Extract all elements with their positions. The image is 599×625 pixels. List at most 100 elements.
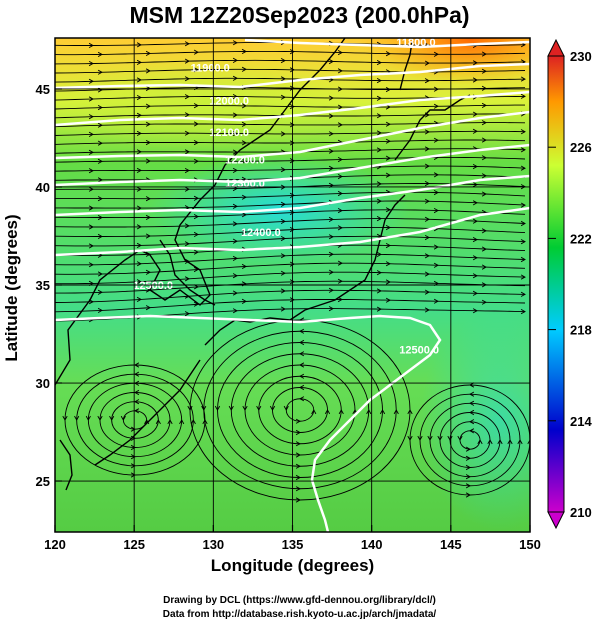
streamline bbox=[55, 253, 526, 266]
streamline-arrow bbox=[232, 167, 238, 173]
streamline-arrow bbox=[385, 261, 391, 267]
streamline-arrow bbox=[187, 405, 193, 411]
streamline-arrow bbox=[299, 373, 305, 379]
streamline-arrow bbox=[97, 196, 103, 202]
streamline-arrow bbox=[289, 192, 295, 198]
streamline-arrow bbox=[136, 167, 142, 173]
streamline-arrow bbox=[481, 299, 487, 305]
streamline-arrow bbox=[465, 474, 471, 480]
contour-label: 11800.0 bbox=[396, 37, 435, 49]
streamline-arrow bbox=[469, 400, 475, 406]
streamline-arrow bbox=[520, 165, 526, 171]
y-tick-label: 45 bbox=[36, 82, 50, 97]
streamline-arrow bbox=[145, 269, 151, 275]
streamline-arrow bbox=[289, 297, 295, 303]
streamline-arrow bbox=[289, 104, 295, 110]
streamline-arrow bbox=[299, 362, 305, 368]
streamline bbox=[55, 68, 526, 74]
streamline-arrow bbox=[469, 391, 475, 397]
colorbar-body bbox=[547, 55, 565, 513]
streamline-arrow bbox=[424, 146, 430, 152]
streamline-arrow bbox=[280, 131, 286, 137]
streamline-arrow bbox=[472, 164, 478, 170]
streamline-arrow bbox=[97, 271, 103, 277]
streamline-arrow bbox=[88, 42, 94, 48]
streamline-arrow bbox=[97, 215, 103, 221]
streamline-arrow bbox=[481, 228, 487, 234]
streamline-arrow bbox=[280, 201, 286, 207]
streamline-arrow bbox=[433, 208, 439, 214]
streamline-arrow bbox=[280, 236, 286, 242]
streamline-arrow bbox=[379, 409, 386, 415]
streamline-arrow bbox=[134, 362, 140, 368]
streamline-arrow bbox=[472, 273, 478, 279]
streamline-arrow bbox=[481, 68, 487, 74]
streamline-arrow bbox=[424, 198, 430, 204]
streamline-arrow bbox=[328, 95, 334, 101]
streamline-arrow bbox=[88, 78, 94, 84]
colorbar-tick-label: 214 bbox=[570, 414, 592, 429]
streamline-arrow bbox=[136, 42, 142, 48]
streamline-arrow bbox=[241, 298, 247, 304]
streamline-arrow bbox=[289, 158, 295, 164]
streamline-arrow bbox=[424, 181, 430, 187]
colorbar-ticks: 210 214 218 222 226 230 bbox=[548, 49, 592, 520]
coast-hokkaido bbox=[394, 94, 471, 161]
streamline-arrow bbox=[472, 128, 478, 134]
streamline-arrow bbox=[289, 261, 295, 267]
streamline-arrow bbox=[136, 149, 142, 155]
streamline-arrow bbox=[337, 278, 343, 284]
streamline-arrow bbox=[469, 382, 475, 388]
streamline-arrow bbox=[424, 271, 430, 277]
streamline-arrow bbox=[184, 112, 190, 118]
streamline-arrow bbox=[280, 306, 286, 312]
contour-label: 12300.0 bbox=[225, 178, 265, 190]
streamline-arrow bbox=[97, 177, 103, 183]
colorbar-tick-label: 230 bbox=[570, 49, 592, 64]
contour-labels: 11800.0 11900.0 12000.0 12100.0 12200.0 12300… bbox=[133, 37, 439, 357]
grid-lines bbox=[55, 38, 530, 532]
contour-label: 12200.0 bbox=[225, 154, 265, 166]
streamline-arrow bbox=[427, 435, 433, 441]
y-axis-label: Latitude (degrees) bbox=[2, 214, 21, 362]
streamline bbox=[55, 104, 525, 110]
x-axis: 120 125 130 135 140 145 150 bbox=[44, 525, 541, 552]
streamline-arrow bbox=[465, 446, 471, 452]
streamline-arrow bbox=[328, 269, 334, 275]
streamline bbox=[55, 209, 526, 219]
streamline-arrow bbox=[184, 41, 190, 47]
streamline-arrow bbox=[328, 148, 334, 154]
streamline-arrow bbox=[134, 408, 140, 414]
streamline-arrow bbox=[280, 270, 286, 276]
streamline-arrow bbox=[517, 439, 523, 445]
streamline-arrow bbox=[193, 214, 199, 220]
streamline-arrow bbox=[424, 307, 430, 313]
streamline-arrow bbox=[376, 216, 382, 222]
streamline-arrow bbox=[328, 131, 334, 137]
streamline-arrow bbox=[376, 78, 382, 84]
streamline-arrow bbox=[337, 225, 343, 231]
streamline bbox=[55, 289, 526, 303]
streamline-arrow bbox=[424, 216, 430, 222]
y-tick-label: 40 bbox=[36, 180, 50, 195]
y-axis: 25 30 35 40 45 bbox=[36, 82, 62, 489]
streamline-arrow bbox=[472, 308, 478, 314]
streamline-arrow bbox=[184, 76, 190, 82]
streamline-arrow bbox=[469, 428, 475, 434]
streamline-arrow bbox=[481, 51, 487, 57]
streamline-arrow bbox=[232, 57, 238, 63]
streamline-arrow bbox=[465, 455, 471, 461]
streamline-arrow bbox=[520, 76, 526, 82]
streamline-arrow bbox=[232, 203, 238, 209]
contour-label: 11900.0 bbox=[191, 62, 230, 74]
streamline bbox=[55, 156, 526, 163]
streamline-arrow bbox=[232, 238, 238, 244]
streamline-arrow bbox=[136, 224, 142, 230]
colorbar: 210 214 218 222 226 230 bbox=[547, 38, 592, 530]
streamline-arrow bbox=[295, 497, 301, 503]
streamline-arrow bbox=[97, 122, 103, 128]
streamline-arrow bbox=[407, 409, 413, 415]
streamline-arrow bbox=[311, 409, 317, 415]
streamline-arrow bbox=[477, 439, 483, 445]
streamline-arrow bbox=[62, 415, 68, 421]
